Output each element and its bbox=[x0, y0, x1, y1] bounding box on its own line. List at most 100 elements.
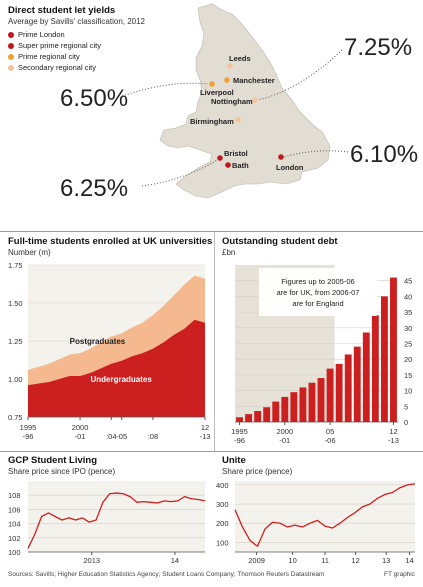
y-tick-label: 100 bbox=[8, 548, 21, 557]
divider-top bbox=[0, 231, 423, 232]
series-line bbox=[27, 492, 206, 549]
city-label-leeds: Leeds bbox=[229, 54, 251, 63]
yield-label-nottingham: 7.25% bbox=[344, 34, 412, 61]
y-tick-label: 5 bbox=[404, 402, 408, 411]
legend-dot bbox=[8, 31, 14, 38]
legend-item-secondary-regional: Secondary regional city bbox=[8, 63, 96, 72]
bar bbox=[281, 396, 289, 422]
x-tick-label: -96 bbox=[23, 432, 34, 441]
gcp-line-chart: 100 102 104 106 108 2013 14 bbox=[8, 481, 206, 565]
x-tick-label: -01 bbox=[75, 432, 86, 441]
y-tick-label: 1.25 bbox=[8, 337, 23, 346]
x-tick-label: 2009 bbox=[248, 556, 265, 565]
chart-gcp-subtitle: Share price since IPO (pence) bbox=[8, 467, 116, 476]
leader-line-liverpool bbox=[121, 82, 209, 97]
y-tick-label: 40 bbox=[404, 292, 412, 301]
x-tick-label: -13 bbox=[388, 436, 399, 445]
bar bbox=[272, 401, 280, 422]
map-subtitle: Average by Savills' classification, 2012 bbox=[8, 17, 146, 26]
y-tick-label: 400 bbox=[216, 481, 229, 490]
chart-debt-subtitle: £bn bbox=[222, 248, 236, 257]
bar bbox=[299, 387, 307, 422]
x-tick-label: :04 bbox=[106, 432, 116, 441]
y-tick-label: 300 bbox=[216, 500, 229, 509]
divider-bottom bbox=[0, 451, 423, 452]
series-label-undergraduates: Undergraduates bbox=[90, 375, 152, 384]
footer-sources: Sources: Savills; Higher Education Stati… bbox=[8, 571, 325, 578]
y-tick-label: 10 bbox=[404, 387, 412, 396]
bar bbox=[390, 277, 397, 422]
x-tick-label: 2000 bbox=[276, 427, 293, 436]
city-label-liverpool: Liverpool bbox=[200, 88, 234, 97]
students-area-chart: 1.75 1.50 1.25 1.00 0.75 Postgraduates Undergr… bbox=[8, 261, 210, 441]
chart-unite-subtitle: Share price (pence) bbox=[222, 467, 293, 476]
bar bbox=[245, 414, 253, 422]
x-tick-label: -96 bbox=[234, 436, 245, 445]
y-tick-label: 35 bbox=[404, 308, 412, 317]
legend-dot bbox=[8, 53, 14, 60]
y-tick-label: 1.00 bbox=[8, 375, 23, 384]
bar bbox=[326, 368, 334, 422]
bar bbox=[344, 354, 352, 422]
city-dot-bristol bbox=[217, 155, 223, 161]
y-tick-label: 15 bbox=[404, 371, 412, 380]
city-dot-leeds bbox=[227, 63, 233, 69]
legend-dot bbox=[8, 42, 14, 49]
x-tick-label: 1995 bbox=[20, 423, 37, 432]
y-tick-label: 30 bbox=[404, 324, 412, 333]
x-tick-label: 14 bbox=[405, 556, 413, 565]
bar bbox=[236, 417, 243, 422]
x-tick-label: 10 bbox=[288, 556, 296, 565]
y-tick-label: 102 bbox=[8, 534, 21, 543]
map-panel: Direct student let yields Average by Sav… bbox=[0, 0, 423, 230]
city-dot-manchester bbox=[224, 77, 230, 83]
city-label-nottingham: Nottingham bbox=[211, 97, 253, 106]
x-tick-label: 05 bbox=[326, 427, 334, 436]
annotation-text: Figures up to 2005-06 bbox=[281, 277, 354, 286]
city-label-bath: Bath bbox=[232, 161, 249, 170]
y-tick-label: 1.50 bbox=[8, 299, 23, 308]
yield-label-london: 6.10% bbox=[350, 141, 418, 168]
city-dot-birmingham bbox=[235, 117, 241, 123]
y-tick-label: 104 bbox=[8, 520, 21, 529]
legend-item-super-prime: Super prime regional city bbox=[8, 41, 101, 50]
bar bbox=[263, 407, 271, 422]
plot-background bbox=[235, 481, 415, 552]
chart-unite-title: Unite bbox=[222, 455, 246, 466]
annotation-box bbox=[259, 268, 377, 316]
y-tick-label: 200 bbox=[216, 519, 229, 528]
city-dot-bath bbox=[225, 162, 231, 168]
x-tick-label: :08 bbox=[148, 432, 158, 441]
y-tick-label: 45 bbox=[404, 277, 412, 286]
bar bbox=[371, 315, 379, 422]
city-dot-nottingham bbox=[252, 97, 258, 103]
x-tick-label: -01 bbox=[279, 436, 290, 445]
bar bbox=[317, 378, 325, 422]
divider-mid-vertical bbox=[214, 232, 215, 452]
bar bbox=[353, 346, 361, 422]
y-tick-label: 108 bbox=[8, 491, 21, 500]
legend-dot bbox=[8, 64, 14, 71]
legend-item-prime-london: Prime London bbox=[8, 30, 65, 39]
x-tick-label: 12 bbox=[389, 427, 397, 436]
x-tick-label: -06 bbox=[325, 436, 336, 445]
x-tick-label: 2013 bbox=[83, 556, 100, 565]
area-undergraduates bbox=[28, 319, 205, 417]
series-line bbox=[234, 483, 416, 547]
yield-label-bristol: 6.25% bbox=[60, 175, 128, 202]
unite-line-chart: 100 200 300 400 2009 10 11 12 13 14 bbox=[216, 481, 416, 565]
bar bbox=[362, 332, 370, 422]
y-tick-label: 0.75 bbox=[8, 413, 23, 422]
x-tick-label: 1995 bbox=[231, 427, 248, 436]
x-tick-label: 13 bbox=[382, 556, 390, 565]
y-tick-label: 0 bbox=[404, 418, 408, 427]
y-tick-label: 106 bbox=[8, 505, 21, 514]
y-tick-label: 1.75 bbox=[8, 261, 23, 270]
legend-label: Secondary regional city bbox=[18, 63, 96, 72]
city-label-birmingham: Birmingham bbox=[190, 117, 234, 126]
bar bbox=[254, 411, 262, 422]
x-tick-label: 11 bbox=[321, 556, 329, 565]
area-postgraduates bbox=[28, 275, 205, 386]
chart-students-subtitle: Number (m) bbox=[8, 248, 51, 257]
